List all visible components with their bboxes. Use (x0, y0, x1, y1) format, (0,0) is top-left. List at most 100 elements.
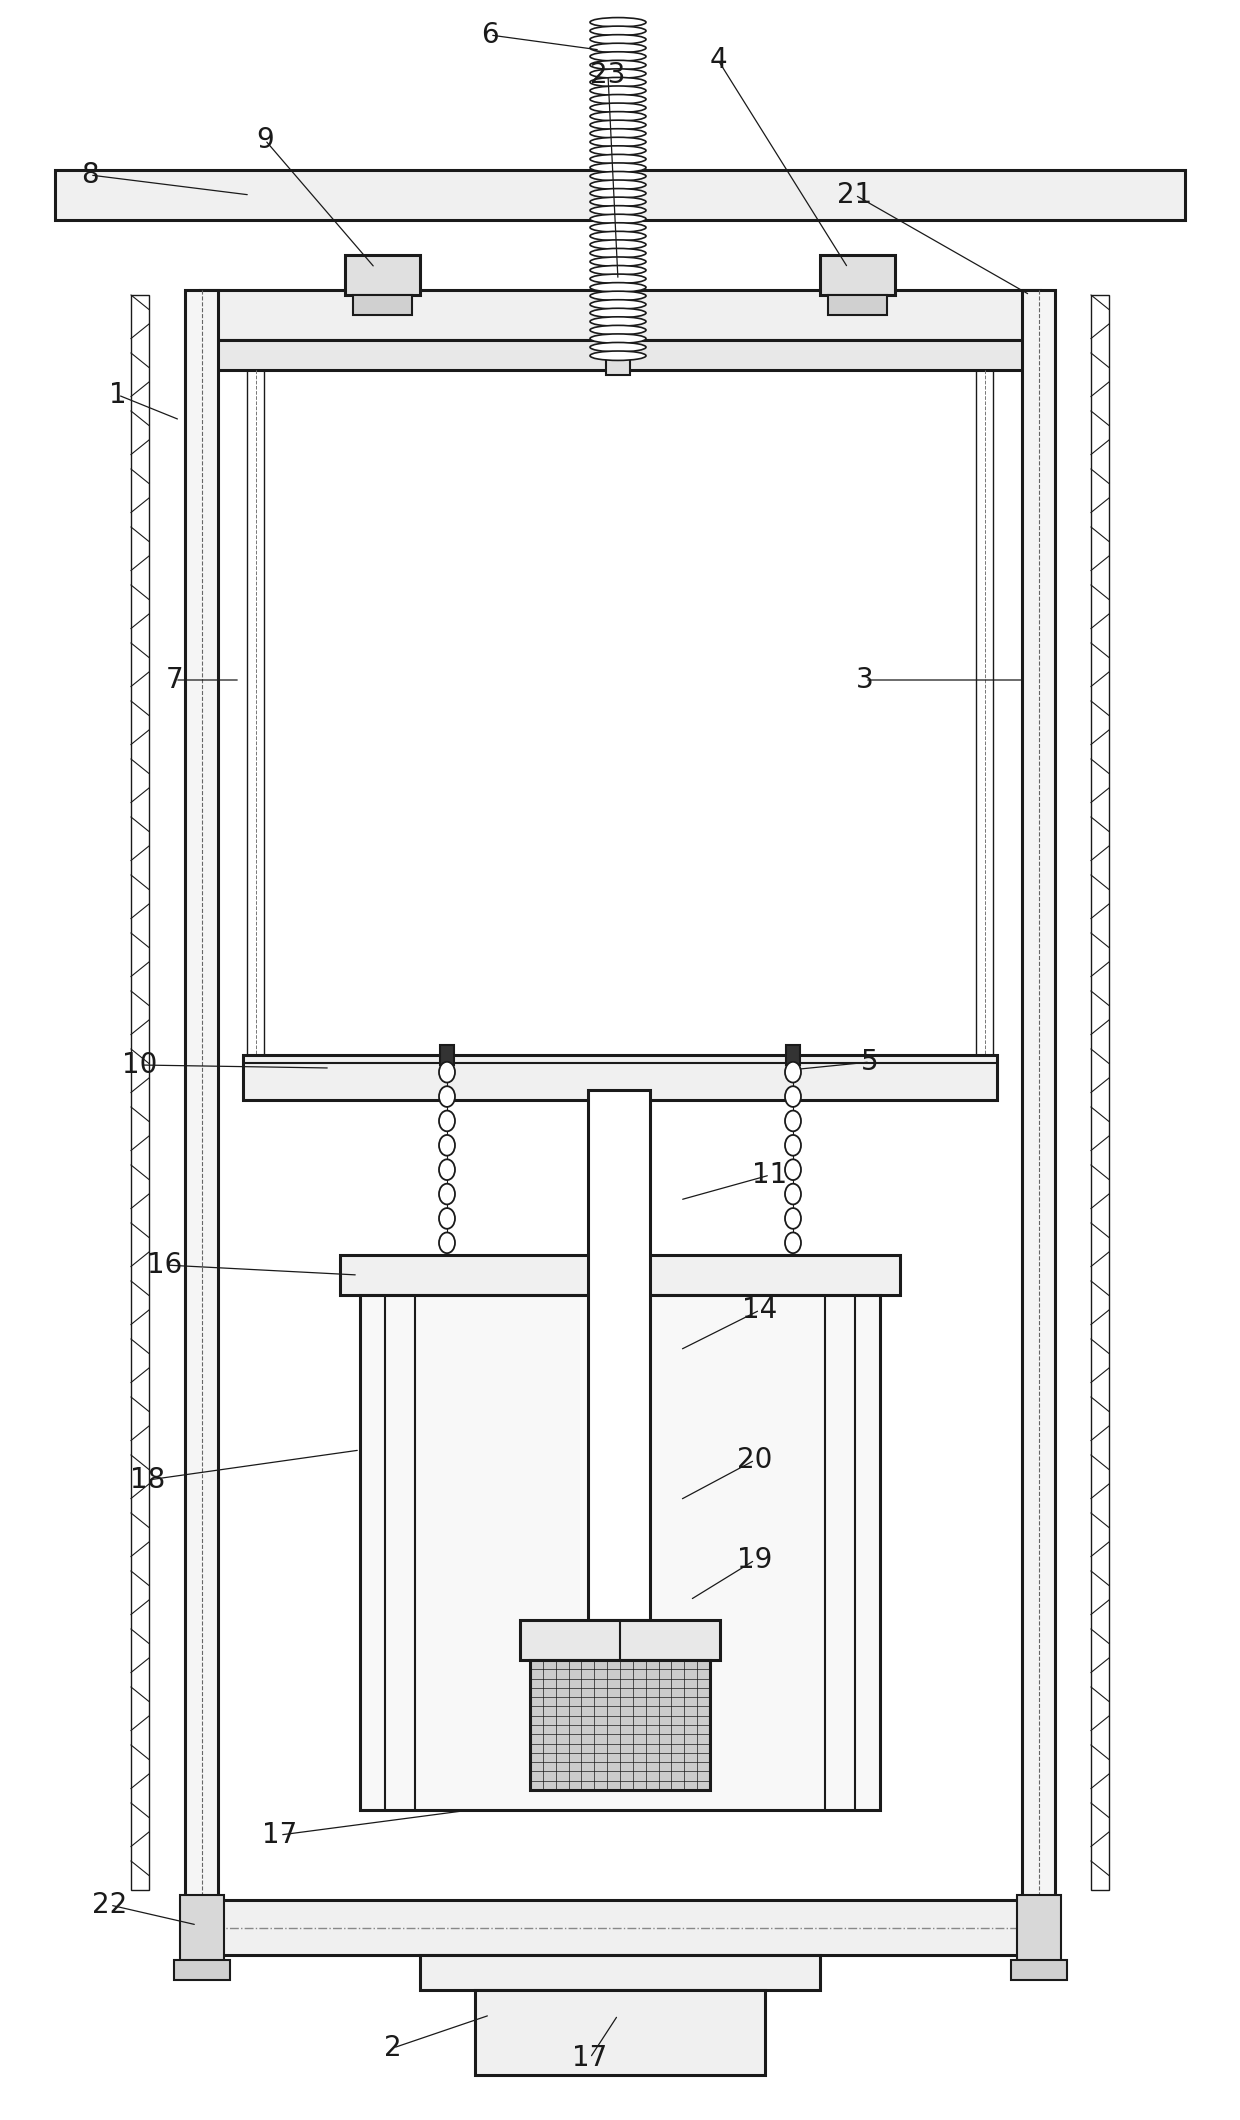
Ellipse shape (590, 42, 646, 53)
Ellipse shape (590, 78, 646, 87)
Ellipse shape (590, 290, 646, 301)
Bar (520, 1620, 720, 1660)
Ellipse shape (590, 68, 646, 78)
Text: 18: 18 (130, 1467, 166, 1495)
Text: 5: 5 (862, 1047, 879, 1077)
Bar (1011, 1961, 1066, 1980)
Ellipse shape (439, 1183, 455, 1204)
Bar (529, 1660, 711, 1789)
Bar (420, 1955, 820, 1991)
Ellipse shape (590, 240, 646, 250)
Text: 9: 9 (257, 125, 274, 155)
Ellipse shape (590, 273, 646, 284)
Ellipse shape (785, 1160, 801, 1181)
Ellipse shape (590, 180, 646, 189)
Text: 1: 1 (109, 382, 126, 409)
Ellipse shape (590, 87, 646, 95)
Ellipse shape (590, 324, 646, 335)
Bar (828, 295, 887, 316)
Text: 11: 11 (753, 1162, 787, 1189)
Ellipse shape (590, 25, 646, 36)
Text: 23: 23 (590, 61, 626, 89)
Ellipse shape (590, 231, 646, 242)
Ellipse shape (590, 335, 646, 343)
Ellipse shape (590, 189, 646, 197)
Ellipse shape (439, 1232, 455, 1253)
Text: 20: 20 (738, 1446, 773, 1473)
Ellipse shape (590, 155, 646, 163)
Text: 17: 17 (573, 2044, 608, 2071)
Ellipse shape (590, 265, 646, 276)
Ellipse shape (590, 223, 646, 233)
Ellipse shape (590, 95, 646, 104)
Ellipse shape (590, 248, 646, 259)
Ellipse shape (590, 316, 646, 326)
Text: 4: 4 (709, 47, 727, 74)
Text: 10: 10 (123, 1052, 157, 1079)
Ellipse shape (785, 1085, 801, 1107)
Ellipse shape (590, 129, 646, 138)
Bar (820, 254, 895, 295)
Ellipse shape (439, 1062, 455, 1083)
Ellipse shape (590, 206, 646, 214)
Ellipse shape (590, 352, 646, 360)
Ellipse shape (590, 282, 646, 293)
Ellipse shape (590, 121, 646, 129)
Ellipse shape (590, 51, 646, 61)
Bar (185, 290, 218, 1900)
Bar (345, 254, 420, 295)
Ellipse shape (590, 299, 646, 310)
Bar (55, 170, 1185, 220)
Ellipse shape (590, 257, 646, 267)
Ellipse shape (590, 343, 646, 352)
Ellipse shape (590, 172, 646, 180)
Text: 16: 16 (148, 1251, 182, 1278)
Bar (131, 295, 149, 1891)
Bar (360, 1295, 880, 1810)
Ellipse shape (439, 1085, 455, 1107)
Ellipse shape (439, 1160, 455, 1181)
Ellipse shape (590, 112, 646, 121)
Bar (353, 295, 412, 316)
Ellipse shape (590, 307, 646, 318)
Text: 6: 6 (481, 21, 498, 49)
Ellipse shape (590, 17, 646, 28)
Bar (243, 1056, 997, 1100)
Ellipse shape (785, 1134, 801, 1155)
Ellipse shape (590, 34, 646, 45)
Ellipse shape (590, 104, 646, 112)
Ellipse shape (590, 138, 646, 146)
Text: 14: 14 (743, 1295, 777, 1325)
Bar (475, 1991, 765, 2075)
Ellipse shape (590, 59, 646, 70)
Ellipse shape (590, 197, 646, 206)
Bar (200, 339, 1040, 371)
Ellipse shape (785, 1111, 801, 1132)
Ellipse shape (785, 1232, 801, 1253)
Text: 2: 2 (384, 2033, 402, 2063)
Ellipse shape (785, 1183, 801, 1204)
Bar (180, 1895, 223, 1965)
Bar (200, 1900, 1040, 1955)
Ellipse shape (785, 1062, 801, 1083)
Ellipse shape (439, 1134, 455, 1155)
Bar (1022, 290, 1055, 1900)
Text: 17: 17 (263, 1821, 298, 1849)
Bar (1091, 295, 1109, 1891)
Ellipse shape (439, 1208, 455, 1230)
Ellipse shape (439, 1111, 455, 1132)
Text: 3: 3 (856, 666, 874, 693)
Bar (174, 1961, 229, 1980)
Text: 7: 7 (166, 666, 184, 693)
Bar (588, 1090, 650, 1620)
Bar (200, 290, 1040, 339)
Ellipse shape (590, 214, 646, 223)
Bar (440, 1045, 454, 1064)
Ellipse shape (590, 163, 646, 172)
Text: 8: 8 (81, 161, 99, 189)
Bar (786, 1045, 800, 1064)
Text: 22: 22 (92, 1891, 128, 1919)
Text: 19: 19 (738, 1545, 773, 1573)
Bar (606, 331, 630, 375)
Text: 21: 21 (837, 180, 873, 210)
